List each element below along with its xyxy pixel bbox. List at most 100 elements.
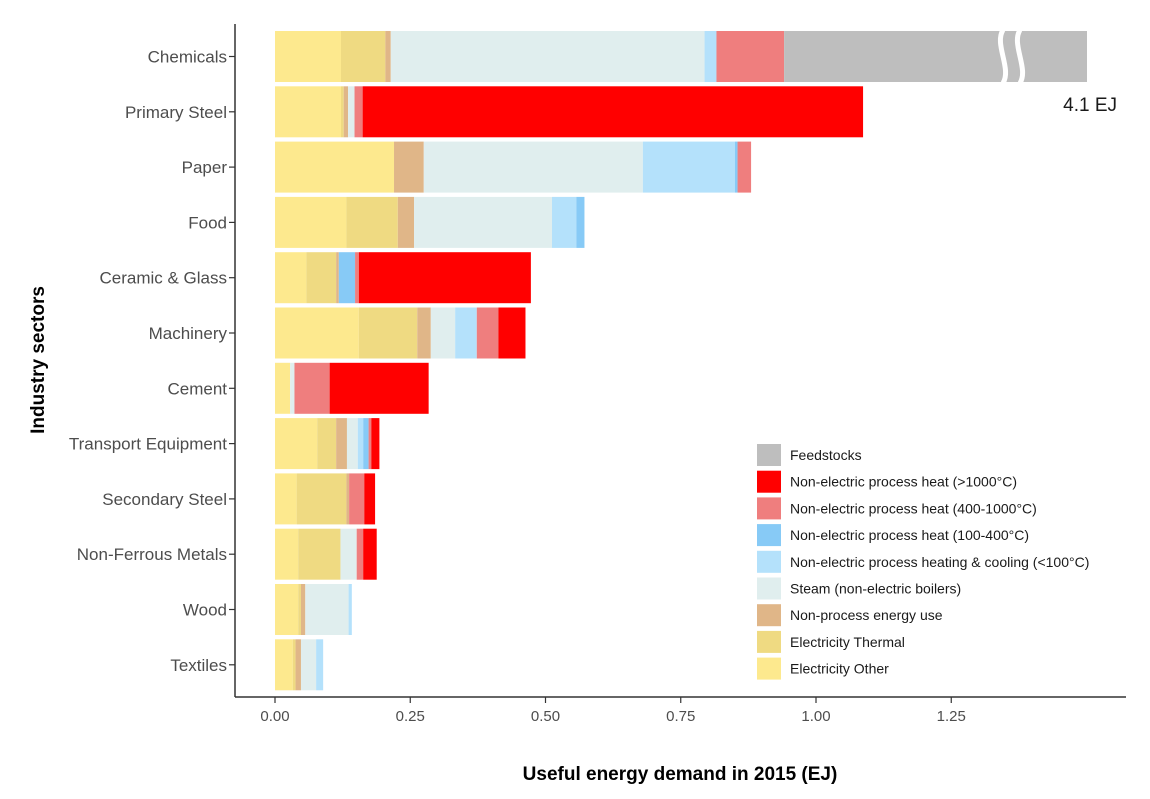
y-tick-label-chemicals: Chemicals: [148, 48, 227, 67]
bar-non-ferrous-metals-electricity-thermal: [298, 528, 341, 580]
bar-cement-steam-non-electric-boilers: [290, 362, 295, 414]
bar-ceramic-glass-non-electric-process-heat-400-1000-c: [355, 252, 359, 304]
y-tick-label-textiles: Textiles: [170, 656, 227, 675]
bar-primary-steel-electricity-other: [275, 86, 342, 138]
x-tick-label-0-75: 0.75: [666, 708, 695, 725]
bar-non-ferrous-metals-non-electric-process-heat-400-1000-c: [356, 528, 364, 580]
y-tick-label-non-ferrous-metals: Non-Ferrous Metals: [77, 545, 227, 564]
bar-primary-steel-electricity-thermal: [341, 86, 344, 138]
bar-ceramic-glass-electricity-thermal: [306, 252, 337, 304]
bar-chemicals-feedstocks: [784, 31, 1087, 82]
bar-secondary-steel-non-electric-process-heat-400-1000-c: [349, 473, 365, 525]
bar-paper-steam-non-electric-boilers: [423, 141, 643, 193]
legend-label-electricity-thermal: Electricity Thermal: [790, 634, 905, 650]
bar-machinery-non-process-energy-use: [417, 307, 431, 359]
legend-label-non-electric-process-heat-100-400-c: Non-electric process heat (100-400°C): [790, 527, 1029, 543]
bar-paper-non-process-energy-use: [394, 141, 424, 193]
bar-ceramic-glass-electricity-other: [275, 252, 307, 304]
bar-wood-electricity-other: [275, 584, 299, 635]
bar-textiles-non-electric-process-heating-cooling-100-c: [316, 639, 324, 691]
bar-non-ferrous-metals-non-electric-process-heat-1000-c: [363, 528, 377, 580]
legend-swatch-non-electric-process-heat-100-400-c: [757, 524, 781, 547]
bar-transport-equipment-non-electric-process-heating-cooling-100-c: [357, 418, 364, 470]
legend-label-non-process-energy-use: Non-process energy use: [790, 607, 943, 623]
bar-machinery-non-electric-process-heat-1000-c: [498, 307, 526, 359]
bar-cement-non-electric-process-heat-1000-c: [329, 362, 429, 414]
bar-non-ferrous-metals-steam-non-electric-boilers: [340, 528, 357, 580]
bar-food-electricity-other: [275, 196, 347, 248]
bar-secondary-steel-non-electric-process-heat-1000-c: [364, 473, 376, 525]
bar-paper-electricity-other: [275, 141, 395, 193]
bar-transport-equipment-electricity-other: [275, 418, 318, 470]
legend-swatch-steam-non-electric-boilers: [757, 577, 781, 600]
bar-paper-non-electric-process-heating-cooling-100-c: [642, 141, 735, 193]
bar-primary-steel-non-electric-process-heat-400-1000-c: [354, 86, 363, 138]
y-tick-label-paper: Paper: [182, 158, 228, 177]
legend-swatch-non-electric-process-heating-cooling-100-c: [757, 550, 781, 573]
legend-swatch-feedstocks: [757, 444, 781, 466]
axis-break-mark-2: [1014, 28, 1026, 85]
bar-secondary-steel-electricity-other: [275, 473, 297, 525]
bar-textiles-steam-non-electric-boilers: [300, 639, 317, 691]
bar-cement-electricity-other: [275, 362, 291, 414]
bar-machinery-electricity-other: [275, 307, 359, 359]
axis-break-mark-1: [997, 28, 1009, 85]
legend-swatch-non-process-energy-use: [757, 604, 781, 627]
bar-textiles-electricity-other: [275, 639, 293, 691]
legend-label-electricity-other: Electricity Other: [790, 661, 889, 677]
x-tick-label-0-50: 0.50: [531, 708, 560, 725]
y-tick-label-primary-steel: Primary Steel: [125, 103, 227, 122]
bar-machinery-non-electric-process-heat-400-1000-c: [476, 307, 499, 359]
legend: Feedstocks Non-electric process heat (>10…: [757, 444, 1089, 680]
y-tick-label-secondary-steel: Secondary Steel: [102, 490, 227, 509]
y-tick-label-ceramic-glass: Ceramic & Glass: [99, 269, 227, 288]
bar-secondary-steel-electricity-thermal: [296, 473, 347, 525]
bar-food-electricity-thermal: [346, 196, 398, 248]
bar-primary-steel-steam-non-electric-boilers: [348, 86, 355, 138]
bar-machinery-non-electric-process-heating-cooling-100-c: [455, 307, 477, 359]
x-axis-title: Useful energy demand in 2015 (EJ): [523, 764, 838, 785]
axis-layer: Chemicals Primary Steel Paper Food Ceramic &…: [69, 24, 1126, 725]
y-tick-label-cement: Cement: [167, 379, 227, 398]
bar-transport-equipment-steam-non-electric-boilers: [346, 418, 358, 470]
bar-food-steam-non-electric-boilers: [414, 196, 552, 248]
bar-textiles-non-process-energy-use: [295, 639, 301, 691]
legend-label-non-electric-process-heating-cooling-100-c: Non-electric process heating & cooling (…: [790, 554, 1089, 570]
x-tick-label-0-25: 0.25: [396, 708, 425, 725]
bar-chemicals-non-electric-process-heating-cooling-100-c: [704, 31, 717, 82]
bar-transport-equipment-non-electric-process-heat-100-400-c: [363, 418, 369, 470]
bar-transport-equipment-electricity-thermal: [317, 418, 337, 470]
x-tick-label-1-25: 1.25: [937, 708, 966, 725]
bar-chemicals-electricity-thermal: [341, 31, 386, 82]
bar-transport-equipment-non-process-energy-use: [336, 418, 347, 470]
bar-primary-steel-non-process-energy-use: [343, 86, 349, 138]
bar-paper-non-electric-process-heat-100-400-c: [734, 141, 738, 193]
bar-ceramic-glass-non-process-energy-use: [336, 252, 339, 304]
y-tick-label-transport-equipment: Transport Equipment: [69, 435, 227, 454]
bar-food-non-electric-process-heating-cooling-100-c: [551, 196, 577, 248]
bar-chemicals-steam-non-electric-boilers: [390, 31, 705, 82]
x-tick-label-0-00: 0.00: [260, 708, 289, 725]
bar-machinery-steam-non-electric-boilers: [430, 307, 456, 359]
x-tick-label-1-00: 1.00: [801, 708, 830, 725]
bar-primary-steel-non-electric-process-heat-1000-c: [362, 86, 864, 138]
axis-break-annotation: 4.1 EJ: [1063, 95, 1117, 116]
bar-wood-non-electric-process-heating-cooling-100-c: [348, 584, 352, 635]
bar-chemicals-electricity-other: [275, 31, 342, 82]
bar-transport-equipment-non-electric-process-heat-400-1000-c: [368, 418, 372, 470]
bars-layer: [275, 31, 1087, 691]
legend-swatch-non-electric-process-heat-1000-c: [757, 470, 781, 493]
bar-ceramic-glass-non-electric-process-heat-100-400-c: [338, 252, 356, 304]
legend-label-steam-non-electric-boilers: Steam (non-electric boilers): [790, 581, 961, 597]
bar-food-non-process-energy-use: [397, 196, 415, 248]
bar-secondary-steel-non-process-energy-use: [346, 473, 350, 525]
y-axis-title: Industry sectors: [28, 286, 49, 434]
bar-non-ferrous-metals-electricity-other: [275, 528, 299, 580]
y-tick-label-wood: Wood: [183, 601, 227, 620]
bar-chemicals-non-process-energy-use: [385, 31, 391, 82]
legend-label-non-electric-process-heat-1000-c: Non-electric process heat (>1000°C): [790, 474, 1017, 490]
y-tick-label-food: Food: [188, 213, 227, 232]
legend-swatch-electricity-other: [757, 657, 781, 680]
